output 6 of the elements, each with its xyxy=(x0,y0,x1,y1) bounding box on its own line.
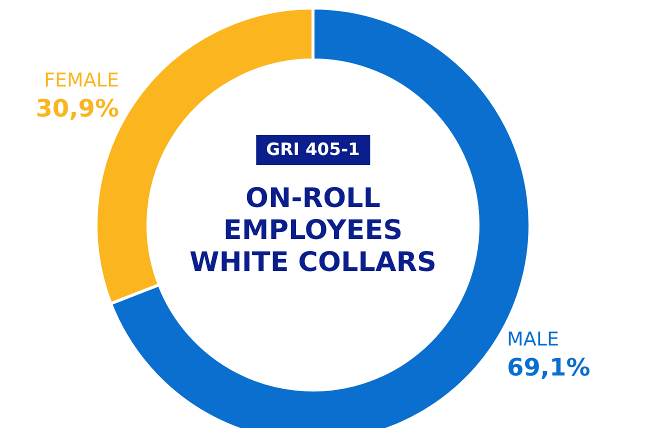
slice-label: MALE xyxy=(506,328,559,350)
data-label: 69,1% xyxy=(506,353,590,382)
text: ON-ROLL EMPLOYEES WHITE COLLARS xyxy=(188,183,438,279)
slice-label: FEMALE xyxy=(44,70,120,92)
text: GRI 405-1 xyxy=(256,135,370,165)
data-label: 30,9% xyxy=(36,94,120,123)
